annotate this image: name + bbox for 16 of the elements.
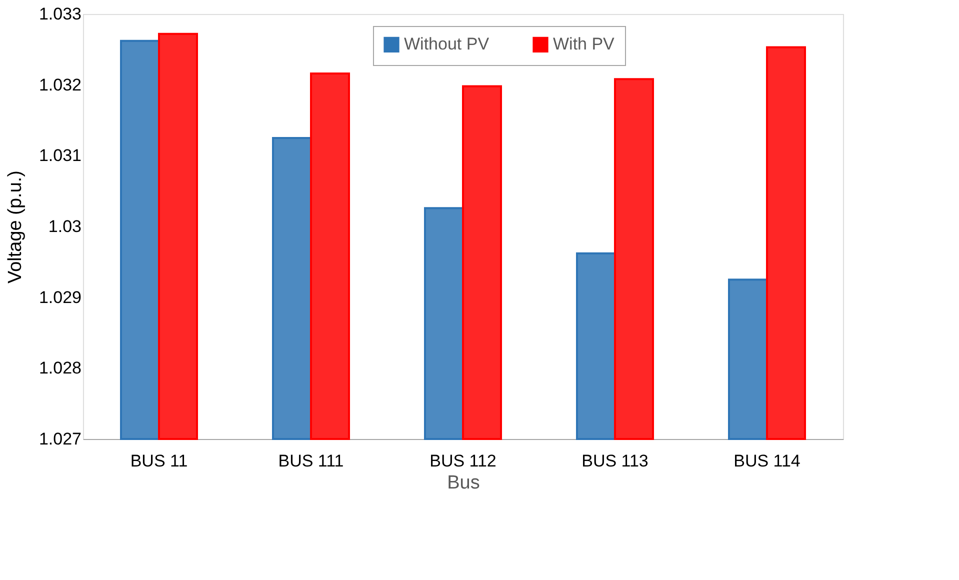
x-tick-label: BUS 112 (430, 452, 496, 470)
y-tick-label: 1.027 (38, 430, 82, 448)
y-tick-label: 1.031 (38, 146, 82, 166)
x-tick-label: BUS 11 (130, 452, 188, 470)
x-tick-label: BUS 111 (278, 452, 344, 470)
y-tick-label: 1.032 (38, 75, 82, 94)
x-tick-label: BUS 113 (582, 452, 648, 470)
legend-label: With PV (553, 34, 616, 54)
y-tick-label: 1.029 (38, 288, 82, 307)
y-tick-label: 1.028 (38, 358, 82, 378)
y-tick-label: 1.03 (48, 217, 82, 236)
legend-label: Without PV (404, 34, 490, 54)
x-axis-title: Bus (447, 472, 480, 494)
y-axis-title: Voltage (p.u.) (4, 170, 26, 284)
y-tick-label: 1.033 (38, 4, 82, 24)
x-tick-label: BUS 114 (734, 452, 800, 470)
